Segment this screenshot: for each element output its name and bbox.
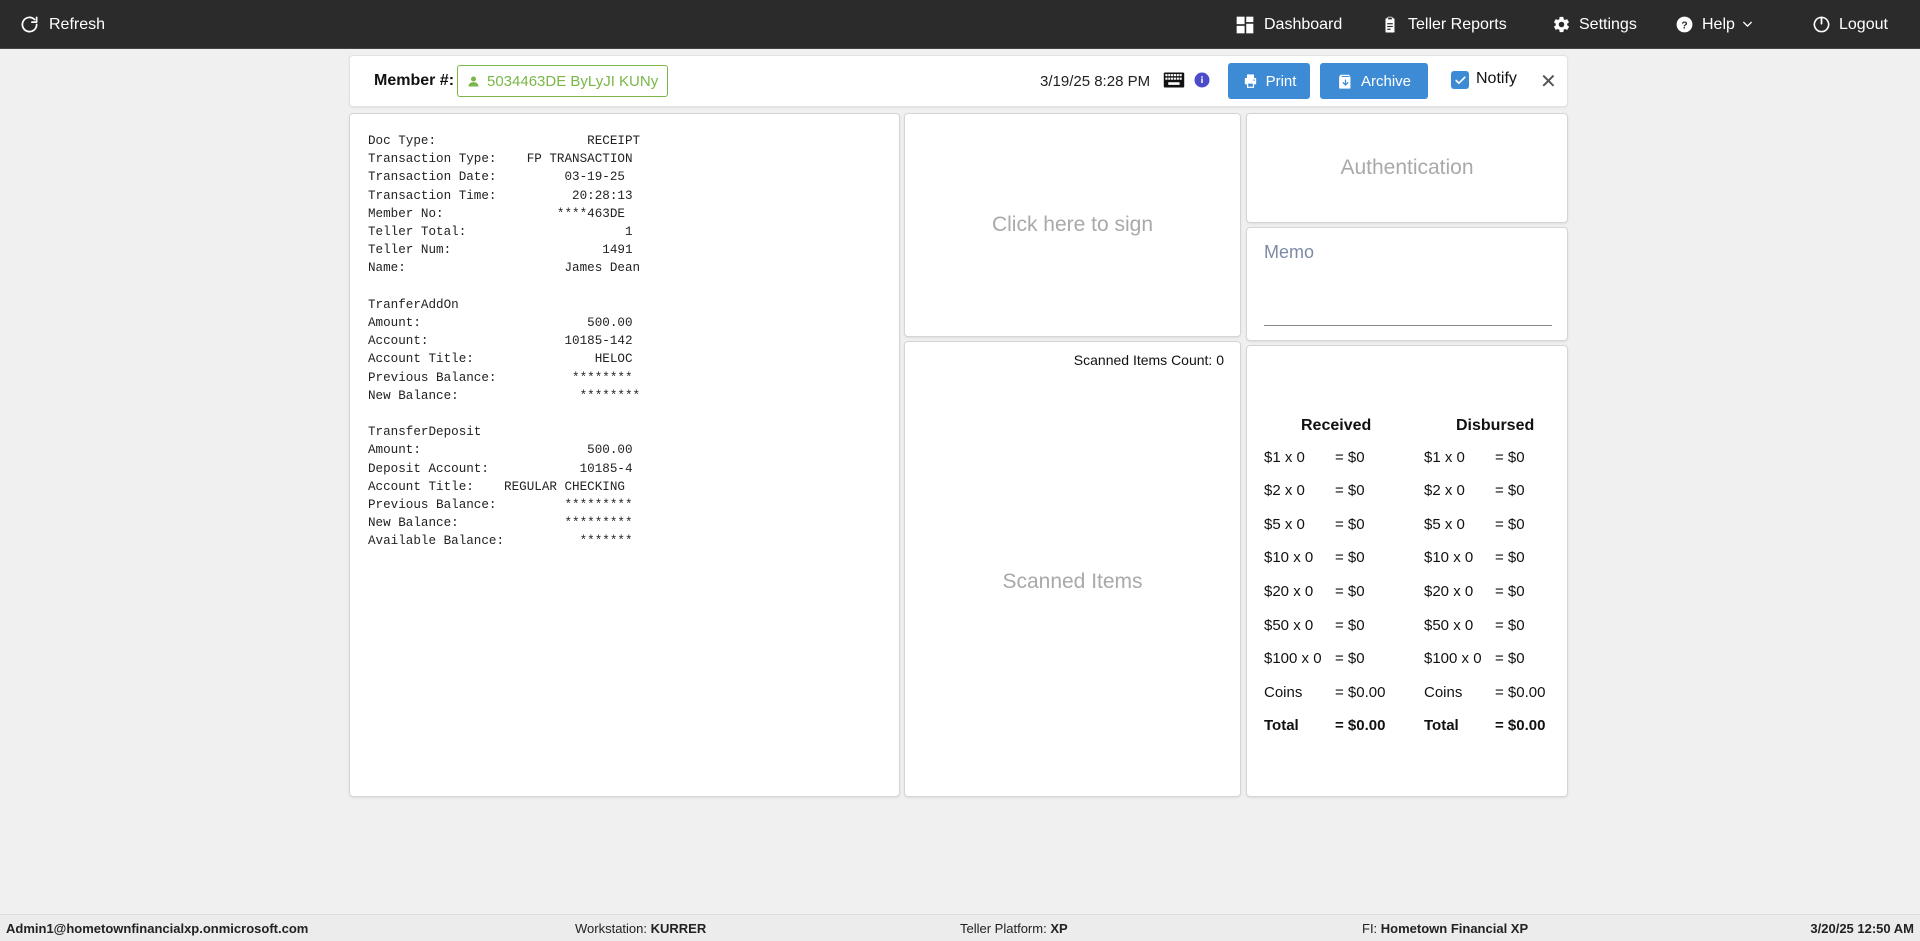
svg-text:?: ? bbox=[1681, 20, 1687, 31]
